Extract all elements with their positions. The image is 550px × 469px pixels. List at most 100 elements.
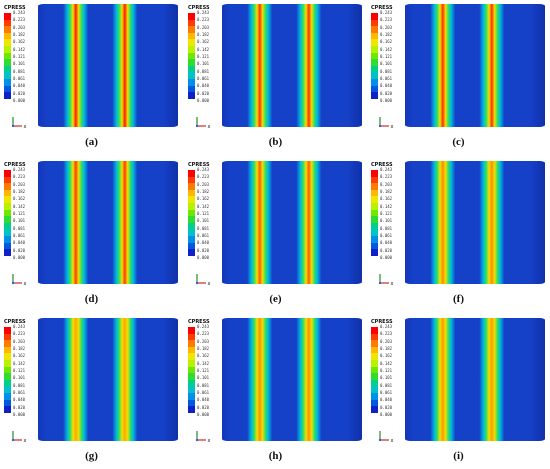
legend-swatch	[188, 170, 195, 177]
legend-tick-label: 0.081	[197, 68, 210, 74]
legend-swatch	[371, 39, 378, 47]
legend-tick-label: 0.040	[380, 240, 393, 246]
legend-tick-label: 0.223	[13, 331, 26, 337]
legend-swatch	[371, 19, 378, 27]
legend-swatch	[188, 189, 195, 197]
legend-tick-label: 0.223	[380, 174, 393, 180]
legend-tick-label: 0.121	[380, 210, 393, 216]
legend-tick-label: 0.081	[380, 382, 393, 388]
legend-tick-label: 0.101	[197, 61, 210, 67]
legend-swatch	[188, 399, 195, 407]
legend-tick-label: 0.142	[197, 46, 210, 52]
figure-panel: CPRESS 0.243 0.223 0.203 0.182 0.162 0.142 0.12…	[367, 314, 550, 469]
legend-swatch	[4, 196, 11, 204]
legend-swatch	[371, 249, 378, 256]
legend-swatch	[371, 209, 378, 217]
legend-tick-label: 0.142	[197, 360, 210, 366]
legend-swatch	[188, 346, 195, 354]
legend-title: CPRESS	[371, 162, 393, 168]
color-legend: CPRESS 0.243 0.223 0.203 0.182 0.162 0.142 0.12…	[371, 5, 405, 105]
legend-tick-label: 0.223	[380, 17, 393, 23]
legend-swatch	[4, 203, 11, 210]
axis-triad-icon: x	[378, 117, 394, 129]
triad-x-label: x	[24, 281, 27, 286]
legend-tick-label: 0.243	[380, 10, 393, 15]
legend-tick-label: 0.203	[13, 24, 26, 30]
legend-swatch	[188, 222, 195, 230]
legend-swatch	[188, 406, 195, 413]
legend-tick-label: 0.182	[197, 31, 210, 37]
legend-swatch	[4, 19, 11, 27]
legend-swatch	[4, 229, 11, 237]
legend-swatch	[371, 346, 378, 354]
legend-color-bar	[188, 327, 195, 413]
legend-swatch	[4, 32, 11, 40]
legend-tick-label: 0.162	[13, 196, 26, 202]
legend-tick-label: 0.121	[197, 210, 210, 216]
legend-tick-label: 0.243	[13, 324, 26, 329]
triad-x-label: x	[391, 124, 394, 129]
legend-tick-label: 0.020	[13, 90, 26, 96]
legend-tick-label: 0.182	[380, 31, 393, 37]
axis-triad-icon: x	[11, 117, 27, 129]
legend-ticks: 0.243 0.223 0.203 0.182 0.162 0.142 0.121 0.101…	[13, 168, 25, 260]
triad-x-label: x	[208, 281, 211, 286]
axis-triad-icon: x	[195, 117, 211, 129]
legend-tick-label: 0.061	[13, 389, 26, 395]
legend-tick-label: 0.142	[13, 203, 26, 209]
legend-tick-label: 0.203	[197, 181, 210, 187]
legend-swatch	[4, 26, 11, 33]
contour-plot: CPRESS 0.243 0.223 0.203 0.182 0.162 0.142 0.12…	[184, 0, 367, 132]
legend-tick-label: 0.000	[380, 411, 393, 417]
legend-tick-label: 0.081	[380, 225, 393, 231]
legend-swatch	[188, 360, 195, 367]
legend-swatch	[371, 26, 378, 33]
legend-tick-label: 0.203	[380, 181, 393, 187]
figure-panel: CPRESS 0.243 0.223 0.203 0.182 0.162 0.142 0.12…	[0, 0, 183, 155]
legend-color-bar	[4, 170, 11, 256]
contour-plot: CPRESS 0.243 0.223 0.203 0.182 0.162 0.142 0.12…	[184, 157, 367, 289]
legend-tick-label: 0.142	[197, 203, 210, 209]
legend-swatch	[188, 379, 195, 387]
legend-swatch	[4, 353, 11, 361]
legend-swatch	[4, 249, 11, 256]
color-legend: CPRESS 0.243 0.223 0.203 0.182 0.162 0.142 0.12…	[188, 319, 222, 419]
panel-caption: (f)	[453, 293, 464, 305]
legend-swatch	[188, 353, 195, 361]
legend-tick-label: 0.101	[13, 375, 26, 381]
legend-tick-label: 0.223	[197, 331, 210, 337]
legend-tick-label: 0.081	[197, 225, 210, 231]
legend-tick-label: 0.081	[13, 225, 26, 231]
legend-swatch	[4, 170, 11, 177]
axis-triad-icon: x	[11, 274, 27, 286]
legend-tick-label: 0.142	[13, 46, 26, 52]
legend-swatch	[4, 379, 11, 387]
legend-tick-label: 0.081	[197, 382, 210, 388]
legend-color-bar	[4, 13, 11, 99]
legend-swatch	[188, 79, 195, 86]
legend-swatch	[188, 65, 195, 73]
legend-tick-label: 0.121	[13, 367, 26, 373]
legend-title: CPRESS	[371, 5, 393, 11]
legend-swatch	[371, 366, 378, 374]
legend-swatch	[188, 26, 195, 33]
legend-tick-label: 0.182	[380, 345, 393, 351]
legend-swatch	[4, 39, 11, 47]
legend-swatch	[188, 249, 195, 256]
legend-swatch	[371, 189, 378, 197]
figure-panel: CPRESS 0.243 0.223 0.203 0.182 0.162 0.142 0.12…	[184, 314, 367, 469]
legend-tick-label: 0.040	[197, 240, 210, 246]
legend-tick-label: 0.061	[197, 75, 210, 81]
legend-tick-label: 0.000	[13, 254, 26, 260]
legend-tick-label: 0.243	[380, 324, 393, 329]
legend-swatch	[188, 373, 195, 380]
legend-tick-label: 0.162	[13, 39, 26, 45]
legend-tick-label: 0.081	[13, 382, 26, 388]
triad-x-label: x	[208, 124, 211, 129]
color-legend: CPRESS 0.243 0.223 0.203 0.182 0.162 0.142 0.12…	[371, 162, 405, 262]
legend-swatch	[371, 92, 378, 99]
legend-swatch	[4, 360, 11, 367]
legend-swatch	[188, 72, 195, 80]
legend-swatch	[188, 236, 195, 243]
figure-panel: CPRESS 0.243 0.223 0.203 0.182 0.162 0.142 0.12…	[367, 0, 550, 155]
